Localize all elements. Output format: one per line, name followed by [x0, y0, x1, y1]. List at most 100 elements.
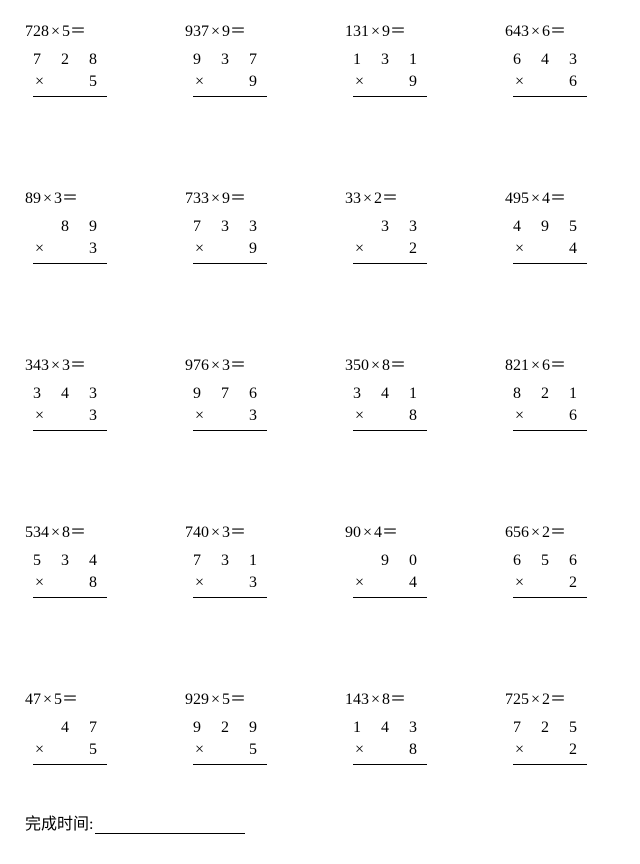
bottom-row: ×2	[513, 571, 587, 598]
multiply-icon: ×	[193, 70, 204, 94]
multiply-icon: ×	[371, 20, 380, 44]
multiply-icon: ×	[531, 688, 540, 712]
multiply-icon: ×	[211, 187, 220, 211]
bottom-number: 2	[364, 237, 427, 261]
equals-icon: ＝	[62, 187, 78, 211]
top-number: 1 4 3	[353, 716, 427, 740]
multiply-icon: ×	[363, 187, 372, 211]
bottom-row: ×2	[513, 738, 587, 765]
top-number: 7 3 3	[193, 215, 267, 239]
multiplier: 9	[382, 20, 390, 44]
bottom-row: ×5	[33, 738, 107, 765]
multiply-icon: ×	[51, 354, 60, 378]
bottom-row: ×2	[353, 237, 427, 264]
top-number: 9 2 9	[193, 716, 267, 740]
multiplier: 4	[542, 187, 550, 211]
bottom-number: 8	[44, 571, 107, 595]
vertical-multiplication: 3 4 1×8	[353, 382, 427, 431]
multiplier: 2	[542, 688, 550, 712]
bottom-number: 5	[44, 738, 107, 762]
equals-icon: ＝	[70, 20, 86, 44]
multiplicand: 47	[25, 688, 41, 712]
multiplier: 9	[222, 20, 230, 44]
multiply-icon: ×	[193, 738, 204, 762]
problem: 47 ×5 ＝4 7×5	[25, 688, 135, 765]
bottom-row: ×3	[33, 237, 107, 264]
vertical-multiplication: 3 3×2	[353, 215, 427, 264]
multiplicand: 740	[185, 521, 209, 545]
bottom-row: ×9	[193, 70, 267, 97]
bottom-row: ×5	[33, 70, 107, 97]
multiply-icon: ×	[513, 70, 524, 94]
multiply-icon: ×	[363, 521, 372, 545]
problem-header: 740×3 ＝	[185, 521, 295, 545]
completion-footer: 完成时间:	[25, 810, 615, 834]
multiply-icon: ×	[51, 521, 60, 545]
vertical-multiplication: 7 2 5×2	[513, 716, 587, 765]
bottom-row: ×5	[193, 738, 267, 765]
bottom-row: ×9	[353, 70, 427, 97]
bottom-number: 8	[364, 738, 427, 762]
problem: 733×9 ＝7 3 3×9	[185, 187, 295, 264]
bottom-row: ×4	[513, 237, 587, 264]
top-number: 3 3	[353, 215, 427, 239]
multiplicand: 937	[185, 20, 209, 44]
equals-icon: ＝	[382, 187, 398, 211]
multiply-icon: ×	[513, 571, 524, 595]
bottom-number: 8	[364, 404, 427, 428]
problem: 343×3 ＝3 4 3×3	[25, 354, 135, 431]
multiply-icon: ×	[43, 688, 52, 712]
bottom-number: 9	[364, 70, 427, 94]
bottom-row: ×6	[513, 404, 587, 431]
problem: 89 ×3 ＝8 9×3	[25, 187, 135, 264]
multiplicand: 33	[345, 187, 361, 211]
multiply-icon: ×	[33, 738, 44, 762]
vertical-multiplication: 4 9 5×4	[513, 215, 587, 264]
problem-header: 643×6 ＝	[505, 20, 615, 44]
multiply-icon: ×	[531, 20, 540, 44]
multiplier: 3	[62, 354, 70, 378]
multiplier: 8	[62, 521, 70, 545]
multiply-icon: ×	[353, 70, 364, 94]
multiplicand: 131	[345, 20, 369, 44]
problem: 131×9 ＝1 3 1×9	[345, 20, 455, 97]
multiply-icon: ×	[353, 237, 364, 261]
problem: 534×8 ＝5 3 4×8	[25, 521, 135, 598]
multiplier: 3	[54, 187, 62, 211]
multiply-icon: ×	[193, 571, 204, 595]
problem-header: 821×6 ＝	[505, 354, 615, 378]
problem: 976×3 ＝9 7 6×3	[185, 354, 295, 431]
multiplier: 8	[382, 354, 390, 378]
equals-icon: ＝	[390, 688, 406, 712]
multiply-icon: ×	[353, 571, 364, 595]
top-number: 8 2 1	[513, 382, 587, 406]
bottom-row: ×8	[33, 571, 107, 598]
multiplicand: 728	[25, 20, 49, 44]
multiply-icon: ×	[531, 521, 540, 545]
multiplier: 3	[222, 521, 230, 545]
equals-icon: ＝	[550, 688, 566, 712]
vertical-multiplication: 8 9×3	[33, 215, 107, 264]
multiplier: 8	[382, 688, 390, 712]
multiplicand: 976	[185, 354, 209, 378]
multiplier: 5	[222, 688, 230, 712]
problem-header: 131×9 ＝	[345, 20, 455, 44]
bottom-number: 3	[44, 237, 107, 261]
vertical-multiplication: 3 4 3×3	[33, 382, 107, 431]
bottom-number: 9	[204, 70, 267, 94]
multiply-icon: ×	[33, 70, 44, 94]
multiplicand: 90	[345, 521, 361, 545]
problem: 643×6 ＝6 4 3×6	[505, 20, 615, 97]
multiplier: 6	[542, 20, 550, 44]
multiplicand: 725	[505, 688, 529, 712]
bottom-row: ×8	[353, 404, 427, 431]
problem-header: 534×8 ＝	[25, 521, 135, 545]
equals-icon: ＝	[230, 187, 246, 211]
bottom-number: 3	[204, 404, 267, 428]
problem: 929×5 ＝9 2 9×5	[185, 688, 295, 765]
equals-icon: ＝	[550, 187, 566, 211]
problem: 143×8 ＝1 4 3×8	[345, 688, 455, 765]
top-number: 7 2 5	[513, 716, 587, 740]
bottom-number: 3	[44, 404, 107, 428]
top-number: 9 3 7	[193, 48, 267, 72]
